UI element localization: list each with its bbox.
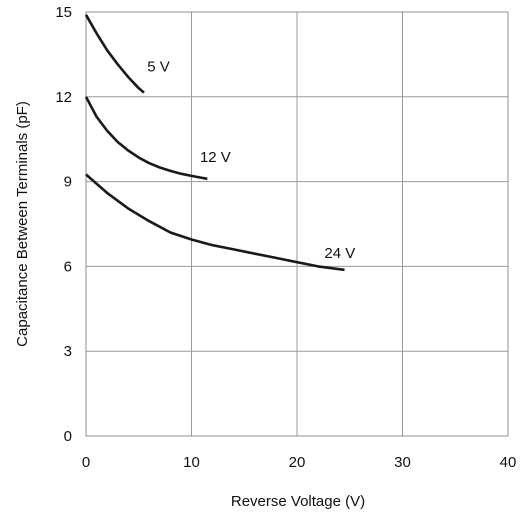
y-tick-label: 0: [64, 428, 72, 445]
series-lines: [84, 14, 345, 272]
series-label: 12 V: [200, 149, 231, 166]
x-tick-label: 20: [289, 454, 306, 471]
y-tick-label: 12: [55, 89, 72, 106]
y-axis-label: Capacitance Between Terminals (pF): [14, 101, 31, 347]
y-tick-label: 15: [55, 4, 72, 21]
x-tick-label: 40: [500, 454, 517, 471]
x-axis-label: Reverse Voltage (V): [231, 493, 365, 510]
series-labels: 5 V 12 V 24 V: [147, 58, 355, 262]
plot-frame: [85, 11, 509, 437]
x-tick-label: 10: [183, 454, 200, 471]
series-label: 5 V: [147, 58, 170, 75]
tick-labels: 0 10 20 30 40 0 3 6 9 12 15: [55, 4, 516, 471]
series-line-5v: [84, 14, 145, 94]
series-line-24v: [85, 173, 345, 272]
series-line-12v: [84, 96, 208, 181]
y-tick-label: 9: [64, 174, 72, 191]
x-tick-label: 0: [82, 454, 90, 471]
y-tick-label: 3: [64, 343, 72, 360]
y-tick-label: 6: [64, 258, 72, 275]
grid: [85, 11, 509, 437]
series-label: 24 V: [324, 245, 355, 262]
x-tick-label: 30: [394, 454, 411, 471]
